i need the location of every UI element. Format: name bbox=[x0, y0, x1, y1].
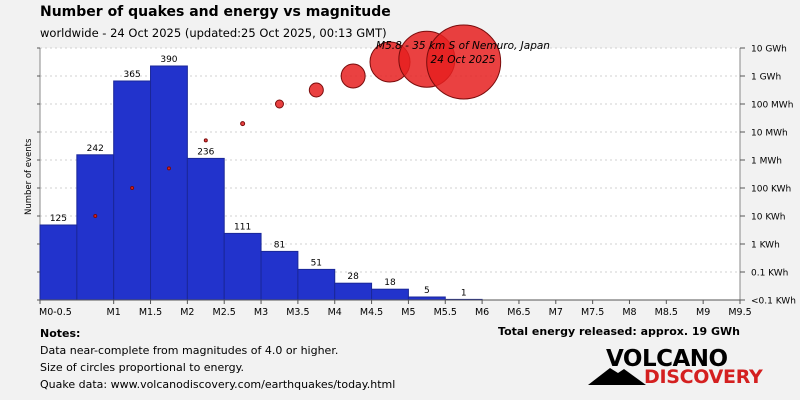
energy-axis: 10 GWh 1 GWh 100 MWh 10 MWh 1 MWh 100 KWh 10 K… bbox=[37, 45, 796, 307]
notes-line-2: Size of circles proportional to energy. bbox=[40, 361, 245, 374]
bar bbox=[39, 224, 78, 301]
notes-block: Notes: Data near-complete from magnitude… bbox=[40, 325, 395, 393]
bar bbox=[334, 282, 373, 301]
bar-value-label: 81 bbox=[274, 240, 285, 250]
x-tick-label: M1 bbox=[107, 307, 121, 318]
bar bbox=[186, 157, 225, 301]
x-tick-label: M6 bbox=[475, 307, 489, 318]
bar-value-label: 18 bbox=[384, 278, 396, 288]
bar-value-label: 51 bbox=[311, 258, 322, 268]
annotation-line1: M5.8 - 35 km S of Nemuro, Japan bbox=[376, 40, 550, 52]
energy-tick-label: <0.1 KWh bbox=[751, 297, 796, 307]
energy-bubble bbox=[240, 121, 246, 127]
energy-tick-label: 100 KWh bbox=[751, 185, 791, 195]
energy-tick-label: 10 MWh bbox=[751, 129, 788, 139]
bar bbox=[371, 288, 409, 301]
y-axis-label: Number of events bbox=[24, 138, 34, 215]
x-tick-label: M8 bbox=[622, 307, 636, 318]
energy-bubble bbox=[340, 63, 366, 89]
bar bbox=[150, 65, 188, 301]
x-tick-label: M4.5 bbox=[360, 307, 383, 318]
x-tick-label: M3 bbox=[254, 307, 268, 318]
energy-tick-label: 10 GWh bbox=[751, 45, 787, 55]
annotation-line2: 24 Oct 2025 bbox=[431, 54, 496, 66]
x-tick-label: M5 bbox=[401, 307, 415, 318]
energy-tick-label: 1 MWh bbox=[751, 157, 782, 167]
bar-value-label: 390 bbox=[160, 55, 177, 65]
bar bbox=[76, 154, 115, 301]
bar-value-label: 1 bbox=[461, 288, 467, 298]
chart-title: Number of quakes and energy vs magnitude bbox=[40, 4, 391, 20]
bar-value-label: 242 bbox=[87, 144, 104, 154]
bubbles-layer bbox=[93, 24, 502, 218]
energy-bubble bbox=[93, 214, 98, 218]
energy-tick-label: 10 KWh bbox=[751, 213, 786, 223]
bar-value-label: 111 bbox=[234, 222, 251, 232]
energy-bubble bbox=[426, 24, 502, 100]
x-tick-label: M8.5 bbox=[655, 307, 678, 318]
total-energy: Total energy released: approx. 19 GWh bbox=[498, 325, 740, 338]
x-tick-label: M7.5 bbox=[581, 307, 604, 318]
energy-bubble bbox=[130, 186, 135, 190]
bar bbox=[297, 268, 336, 301]
x-tick-label: M6.5 bbox=[507, 307, 530, 318]
bar-value-label: 5 bbox=[424, 286, 430, 296]
x-tick-label: M3.5 bbox=[286, 307, 309, 318]
notes-title: Notes: bbox=[40, 327, 81, 340]
logo-text-discovery: DISCOVERY bbox=[644, 366, 763, 388]
energy-tick-label: 1 GWh bbox=[751, 73, 781, 83]
energy-bubble bbox=[308, 82, 324, 98]
bar-value-label: 28 bbox=[347, 272, 359, 282]
x-tick-label: M9.5 bbox=[728, 307, 751, 318]
notes-line-3: Quake data: www.volcanodiscovery.com/ear… bbox=[40, 378, 396, 391]
bars-layer bbox=[39, 65, 483, 301]
energy-bubble bbox=[203, 138, 208, 143]
x-tick-label: M2 bbox=[180, 307, 194, 318]
chart-subtitle: worldwide - 24 Oct 2025 (updated:25 Oct … bbox=[40, 26, 387, 40]
x-tick-label: M5.5 bbox=[434, 307, 457, 318]
notes-line-1: Data near-complete from magnitudes of 4.… bbox=[40, 344, 339, 357]
x-tick-label: M1.5 bbox=[139, 307, 162, 318]
x-tick-label: M7 bbox=[549, 307, 563, 318]
volcanodiscovery-logo: VOLCANO DISCOVERY bbox=[588, 346, 763, 390]
bar bbox=[260, 250, 299, 301]
x-tick-label: M4 bbox=[328, 307, 342, 318]
x-tick-label: M2.5 bbox=[213, 307, 236, 318]
energy-tick-label: 0.1 KWh bbox=[751, 269, 788, 279]
bar-value-label: 125 bbox=[50, 214, 67, 224]
mountain-icon bbox=[588, 368, 646, 385]
energy-bubble bbox=[166, 166, 171, 171]
x-tick-label: M0-0.5 bbox=[39, 307, 72, 318]
x-axis: M0-0.5 M1 M1.5 M2 M2.5 M3 M3.5 M4 M4.5 M5 M5.5 M6 M6… bbox=[39, 299, 752, 318]
energy-tick-label: 1 KWh bbox=[751, 241, 780, 251]
energy-tick-label: 100 MWh bbox=[751, 101, 793, 111]
logo-text-volcano: VOLCANO bbox=[606, 346, 728, 372]
x-tick-label: M9 bbox=[696, 307, 710, 318]
bar-value-label: 365 bbox=[124, 70, 141, 80]
bar bbox=[223, 232, 262, 301]
energy-bubble bbox=[274, 99, 284, 109]
bar-value-label: 236 bbox=[197, 147, 214, 157]
bar bbox=[113, 80, 152, 301]
